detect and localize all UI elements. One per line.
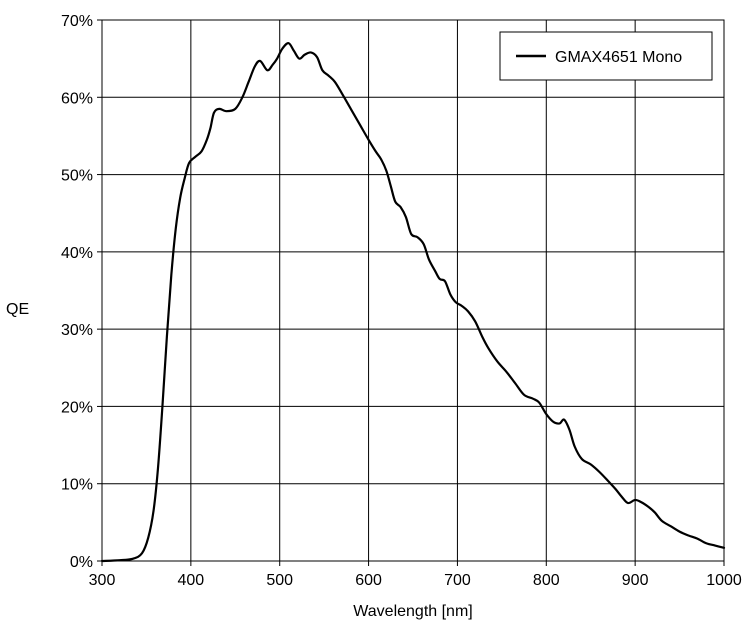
- y-tick-label: 40%: [61, 245, 93, 262]
- y-tick-label: 50%: [61, 168, 93, 185]
- plot-frame: [101, 19, 725, 562]
- y-tick-label: 20%: [61, 399, 93, 416]
- x-axis-title: Wavelength [nm]: [353, 603, 472, 620]
- y-axis-ticks: 0% 10% 20% 30% 40% 50% 60% 70%: [61, 13, 102, 571]
- series-line-gmax4651-mono: [100, 42, 726, 563]
- legend-label: GMAX4651 Mono: [555, 49, 682, 66]
- y-tick-label: 60%: [61, 90, 93, 107]
- y-axis-title: QE: [6, 301, 29, 318]
- x-tick-label: 600: [355, 572, 382, 589]
- y-tick-label: 70%: [61, 13, 93, 30]
- y-tick-label: 10%: [61, 477, 93, 494]
- grid: [102, 20, 724, 561]
- y-tick-label: 0%: [70, 554, 93, 571]
- x-tick-label: 300: [89, 572, 116, 589]
- series-layer: [100, 42, 726, 563]
- y-tick-label: 30%: [61, 322, 93, 339]
- x-tick-label: 800: [533, 572, 560, 589]
- x-tick-label: 700: [444, 572, 471, 589]
- x-axis-ticks: 300 400 500 600 700 800 900 1000: [89, 561, 742, 589]
- x-tick-label: 400: [178, 572, 205, 589]
- x-tick-label: 1000: [706, 572, 742, 589]
- x-tick-label: 500: [266, 572, 293, 589]
- legend: GMAX4651 Mono: [499, 31, 713, 81]
- x-tick-label: 900: [622, 572, 649, 589]
